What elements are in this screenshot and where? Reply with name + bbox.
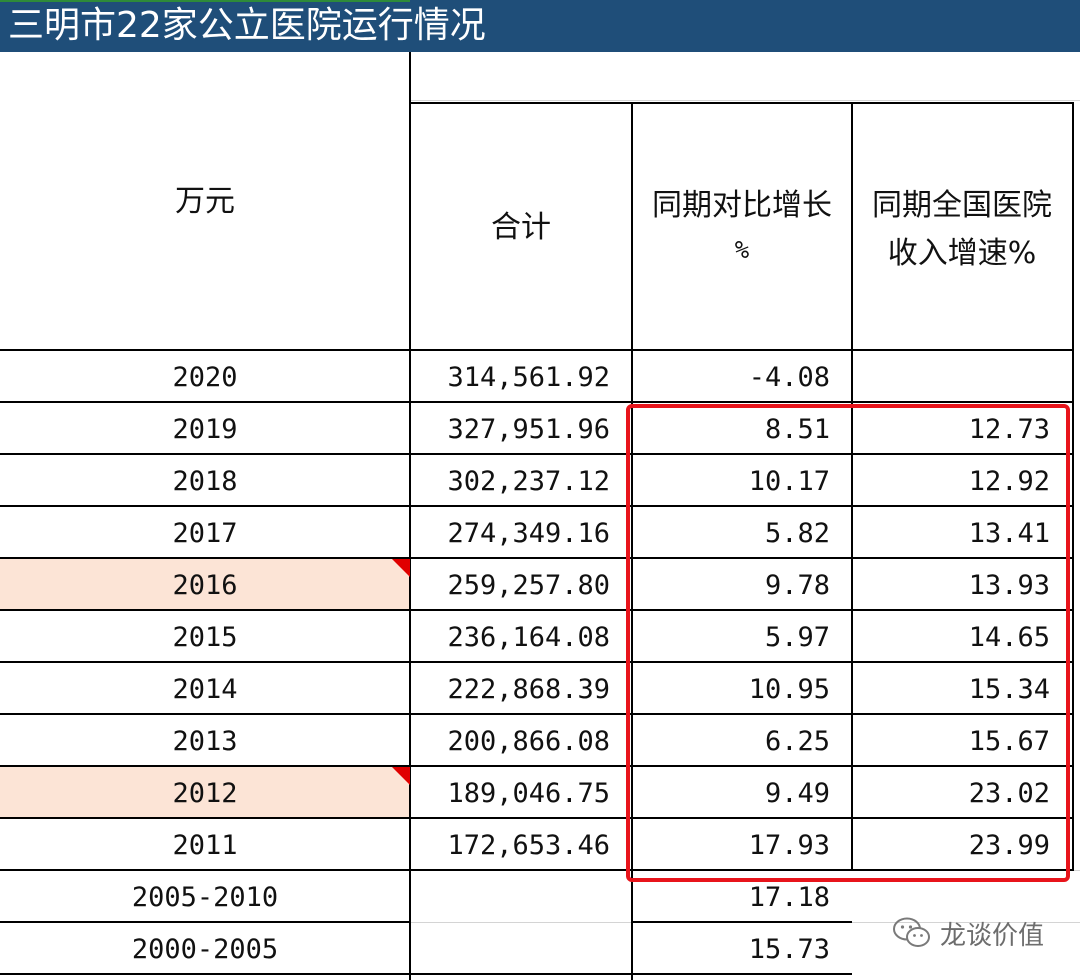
row-border bbox=[0, 661, 1074, 663]
column-border bbox=[1072, 102, 1074, 870]
row-border bbox=[0, 557, 1074, 559]
highlight-cell-2012[interactable] bbox=[0, 767, 410, 818]
cell-total[interactable]: 172,653.46 bbox=[447, 829, 610, 861]
cell-national[interactable]: 12.92 bbox=[968, 465, 1050, 497]
red-annotation-box bbox=[626, 404, 1070, 882]
comment-indicator-icon[interactable] bbox=[392, 767, 410, 785]
row-border bbox=[0, 453, 1074, 455]
row-border bbox=[0, 817, 1074, 819]
comment-indicator-icon[interactable] bbox=[392, 559, 410, 577]
column-border bbox=[409, 52, 411, 980]
header-total[interactable]: 合计 bbox=[491, 210, 551, 245]
cell-yoy[interactable]: 9.78 bbox=[764, 569, 830, 601]
cell-total[interactable] bbox=[410, 923, 632, 975]
gridline bbox=[410, 100, 1080, 101]
cell-year[interactable]: 2000-2005 bbox=[131, 933, 279, 965]
watermark: 龙谈价值 bbox=[892, 908, 1044, 958]
cell-national[interactable]: 15.34 bbox=[968, 673, 1050, 705]
cell-yoy[interactable]: 17.93 bbox=[748, 829, 830, 861]
cell-national[interactable]: 13.41 bbox=[968, 517, 1050, 549]
cell-yoy[interactable]: 5.82 bbox=[764, 517, 830, 549]
header-national-line1: 同期全国医院 bbox=[872, 188, 1052, 223]
row-border bbox=[0, 921, 410, 923]
cell-year[interactable]: 2014 bbox=[172, 673, 238, 705]
row-border bbox=[0, 349, 1074, 351]
row-border bbox=[632, 921, 852, 923]
row-border bbox=[410, 102, 1074, 104]
row-border bbox=[0, 505, 1074, 507]
row-border bbox=[0, 713, 1074, 715]
column-border bbox=[631, 102, 633, 980]
cell-national[interactable]: 23.99 bbox=[968, 829, 1050, 861]
highlight-cell-2016[interactable] bbox=[0, 559, 410, 609]
cell-total[interactable]: 274,349.16 bbox=[447, 517, 610, 549]
cell-selection-accent bbox=[0, 0, 410, 2]
cell-year[interactable]: 2013 bbox=[172, 725, 238, 757]
header-yoy-line2: % bbox=[734, 236, 750, 264]
cell-year[interactable]: 2018 bbox=[172, 465, 238, 497]
cell-yoy[interactable]: 6.25 bbox=[764, 725, 830, 757]
cell-national[interactable]: 23.02 bbox=[968, 777, 1050, 809]
cell-yoy[interactable]: 9.49 bbox=[764, 777, 830, 809]
cell-national[interactable]: 15.67 bbox=[968, 725, 1050, 757]
row-border bbox=[0, 869, 1074, 871]
cell-yoy[interactable]: 10.95 bbox=[748, 673, 830, 705]
row-border bbox=[0, 765, 1074, 767]
cell-total[interactable]: 302,237.12 bbox=[447, 465, 610, 497]
cell-national[interactable] bbox=[852, 351, 1072, 403]
cell-year[interactable]: 2016 bbox=[172, 569, 238, 601]
row-border bbox=[0, 401, 1074, 403]
cell-total[interactable]: 189,046.75 bbox=[447, 777, 610, 809]
cell-year[interactable]: 2017 bbox=[172, 517, 238, 549]
cell-yoy[interactable]: 8.51 bbox=[764, 413, 830, 445]
column-border bbox=[851, 102, 853, 870]
wechat-icon bbox=[893, 917, 930, 947]
cell-year[interactable]: 2005-2010 bbox=[131, 881, 279, 913]
header-national-line2: 收入增速% bbox=[887, 236, 1037, 271]
cell-total[interactable]: 200,866.08 bbox=[447, 725, 610, 757]
gridline bbox=[852, 922, 1080, 923]
cell-national[interactable]: 12.73 bbox=[968, 413, 1050, 445]
cell-year[interactable]: 2011 bbox=[172, 829, 238, 861]
header-yoy-line1: 同期对比增长 bbox=[652, 188, 832, 223]
cell-total[interactable]: 259,257.80 bbox=[447, 569, 610, 601]
header-national-growth[interactable]: 同期全国医院 收入增速% bbox=[852, 180, 1072, 276]
cell-total[interactable]: 327,951.96 bbox=[447, 413, 610, 445]
cell-yoy[interactable]: 10.17 bbox=[748, 465, 830, 497]
gridline bbox=[410, 922, 632, 923]
cell-year[interactable]: 2020 bbox=[172, 361, 238, 393]
cell-yoy[interactable]: 5.97 bbox=[764, 621, 830, 653]
cell-yoy[interactable]: 17.18 bbox=[748, 881, 830, 913]
cell-yoy[interactable]: -4.08 bbox=[748, 361, 830, 393]
cell-national[interactable]: 13.93 bbox=[968, 569, 1050, 601]
cell-year[interactable]: 2012 bbox=[172, 777, 238, 809]
cell-yoy[interactable]: 15.73 bbox=[748, 933, 830, 965]
cell-total[interactable]: 314,561.92 bbox=[447, 361, 610, 393]
cell-total[interactable] bbox=[410, 871, 632, 923]
watermark-text: 龙谈价值 bbox=[940, 920, 1045, 951]
cell-total[interactable]: 222,868.39 bbox=[447, 673, 610, 705]
cell-year[interactable]: 2015 bbox=[172, 621, 238, 653]
cell-year[interactable]: 2019 bbox=[172, 413, 238, 445]
row-border bbox=[0, 609, 1074, 611]
sheet-title: 三明市22家公立医院运行情况 bbox=[0, 0, 1080, 52]
cell-total[interactable]: 236,164.08 bbox=[447, 621, 610, 653]
header-yoy-growth[interactable]: 同期对比增长 % bbox=[632, 180, 852, 268]
cell-national[interactable]: 14.65 bbox=[968, 621, 1050, 653]
header-unit[interactable]: 万元 bbox=[175, 184, 235, 219]
row-border bbox=[0, 973, 852, 975]
